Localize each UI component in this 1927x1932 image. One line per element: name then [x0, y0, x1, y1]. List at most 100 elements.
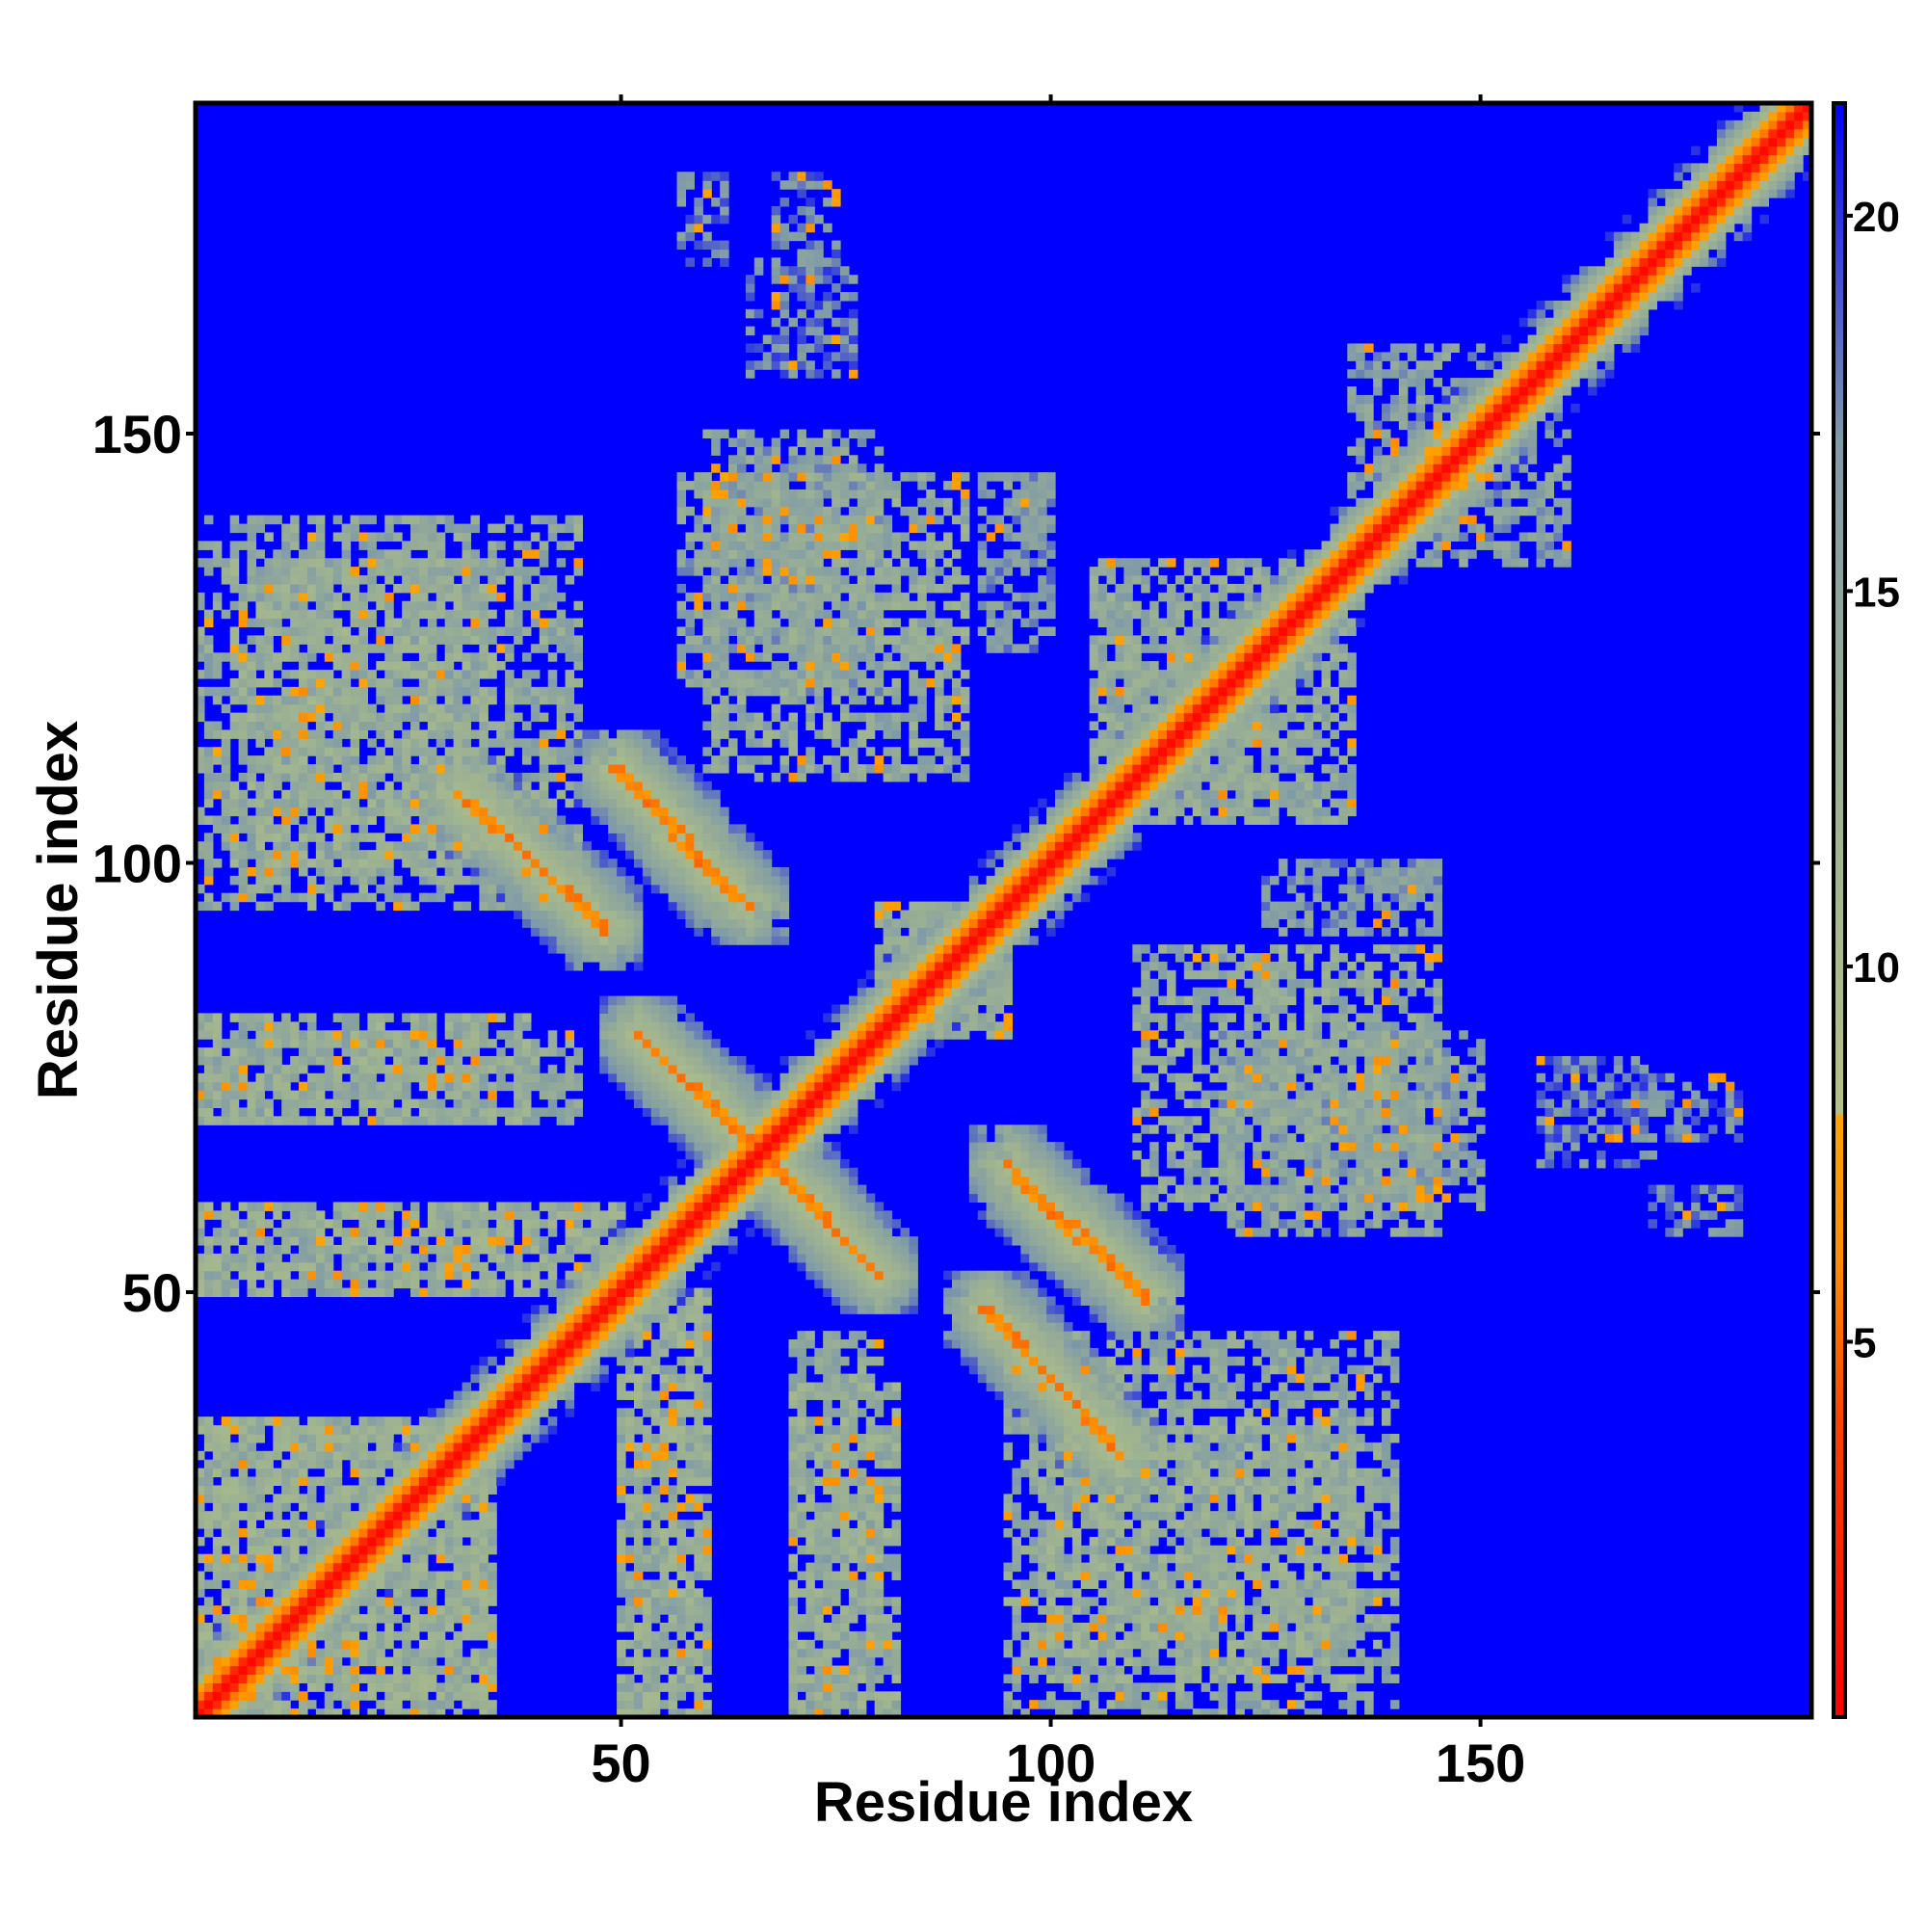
heatmap-cell: [1441, 1193, 1451, 1204]
heatmap-cell: [874, 1228, 884, 1237]
heatmap-cell: [1012, 1553, 1021, 1564]
heatmap-cell: [1235, 1520, 1245, 1529]
heatmap-cell: [848, 1261, 858, 1272]
heatmap-cell: [496, 1219, 506, 1229]
heatmap-cell: [1141, 1219, 1150, 1229]
heatmap-cell: [1244, 1416, 1254, 1426]
heatmap-cell: [797, 1450, 806, 1461]
heatmap-cell: [418, 1270, 429, 1281]
heatmap-cell: [797, 1253, 806, 1263]
heatmap-cell: [358, 1468, 368, 1478]
heatmap-cell: [281, 1579, 291, 1589]
heatmap-cell: [358, 1287, 377, 1298]
heatmap-cell: [1364, 1562, 1374, 1573]
heatmap-cell: [1227, 1674, 1236, 1683]
heatmap-cell: [650, 1674, 661, 1683]
heatmap-cell: [617, 1279, 626, 1289]
heatmap-cell: [840, 1305, 850, 1314]
heatmap-cell: [711, 1184, 721, 1195]
heatmap-cell: [1080, 1244, 1091, 1255]
heatmap-cell: [1338, 1502, 1348, 1512]
heatmap-cell: [840, 1338, 850, 1349]
heatmap-cell: [530, 1416, 541, 1426]
heatmap-cell: [1020, 1305, 1030, 1314]
heatmap-cell: [470, 1279, 480, 1289]
heatmap-cell: [1097, 1228, 1108, 1237]
heatmap-cell: [1253, 1622, 1262, 1632]
heatmap-cell: [865, 1270, 876, 1281]
heatmap-cell: [900, 1279, 910, 1289]
heatmap-cell: [659, 1527, 670, 1538]
heatmap-cell: [358, 1579, 368, 1589]
heatmap-cell: [1149, 1614, 1159, 1624]
heatmap-cell: [1071, 1622, 1082, 1632]
heatmap-cell: [212, 1545, 223, 1555]
heatmap-cell: [247, 1648, 257, 1658]
heatmap-cell: [367, 1536, 377, 1547]
heatmap-cell: [805, 1691, 815, 1701]
heatmap-cell: [1201, 1571, 1211, 1581]
heatmap-cell: [212, 1553, 223, 1564]
heatmap-cell: [1089, 1202, 1099, 1211]
heatmap-cell: [642, 1511, 652, 1521]
heatmap-cell: [840, 1545, 850, 1555]
heatmap-cell: [1097, 1244, 1108, 1255]
heatmap-cell: [1244, 1459, 1254, 1469]
heatmap-cell: [1209, 1416, 1220, 1426]
heatmap-cell: [462, 1433, 472, 1443]
heatmap-cell: [255, 1597, 265, 1606]
heatmap-cell: [650, 1536, 661, 1547]
heatmap-cell: [393, 1416, 403, 1426]
heatmap-cell: [960, 1347, 970, 1358]
heatmap-cell: [565, 1356, 575, 1366]
heatmap-cell: [229, 1691, 240, 1701]
heatmap-cell: [702, 1338, 712, 1349]
heatmap-cell: [848, 1450, 858, 1461]
heatmap-cell: [1381, 1390, 1391, 1400]
heatmap-cell: [1192, 1562, 1202, 1573]
heatmap-cell: [1364, 1202, 1374, 1211]
heatmap-cell: [1218, 1553, 1228, 1564]
heatmap-cell: [1295, 1450, 1306, 1461]
heatmap-cell: [229, 1416, 240, 1426]
heatmap-cell: [1235, 1656, 1245, 1667]
heatmap-cell: [1347, 1682, 1357, 1692]
heatmap-cell: [865, 1228, 876, 1237]
heatmap-cell: [1080, 1622, 1091, 1632]
heatmap-cell: [436, 1476, 446, 1487]
heatmap-cell: [1166, 1338, 1176, 1349]
heatmap-cell: [514, 1279, 523, 1289]
heatmap-cell: [530, 1270, 541, 1281]
heatmap-cell: [848, 1656, 858, 1667]
heatmap-cell: [1080, 1562, 1091, 1573]
heatmap-cell: [547, 1261, 558, 1272]
heatmap-cell: [1415, 1193, 1426, 1204]
heatmap-cell: [264, 1279, 274, 1289]
heatmap-cell: [1295, 1682, 1306, 1692]
heatmap-cell: [745, 1184, 755, 1195]
heatmap-cell: [642, 1468, 652, 1478]
heatmap-cell: [203, 1476, 214, 1487]
heatmap-cell: [1046, 1399, 1056, 1409]
heatmap-cell: [479, 1279, 488, 1289]
heatmap-cell: [1055, 1485, 1065, 1495]
heatmap-cell: [299, 1562, 308, 1573]
heatmap-cell: [625, 1279, 635, 1289]
heatmap-cell: [668, 1648, 678, 1658]
heatmap-cell: [797, 1210, 806, 1220]
heatmap-cell: [1012, 1210, 1021, 1220]
heatmap-cell: [582, 1305, 592, 1314]
heatmap-cell: [238, 1605, 249, 1615]
heatmap-cell: [676, 1630, 687, 1641]
heatmap-cell: [1175, 1193, 1185, 1204]
heatmap-cell: [462, 1253, 472, 1263]
heatmap-cell: [332, 1270, 343, 1281]
heatmap-cell: [1244, 1502, 1254, 1512]
heatmap-cell: [505, 1338, 515, 1349]
heatmap-cell: [367, 1588, 377, 1598]
heatmap-cell: [1253, 1674, 1262, 1683]
heatmap-cell: [1029, 1545, 1039, 1555]
heatmap-cell: [1080, 1236, 1091, 1246]
heatmap-cell: [1304, 1442, 1314, 1452]
heatmap-cell: [384, 1287, 394, 1298]
